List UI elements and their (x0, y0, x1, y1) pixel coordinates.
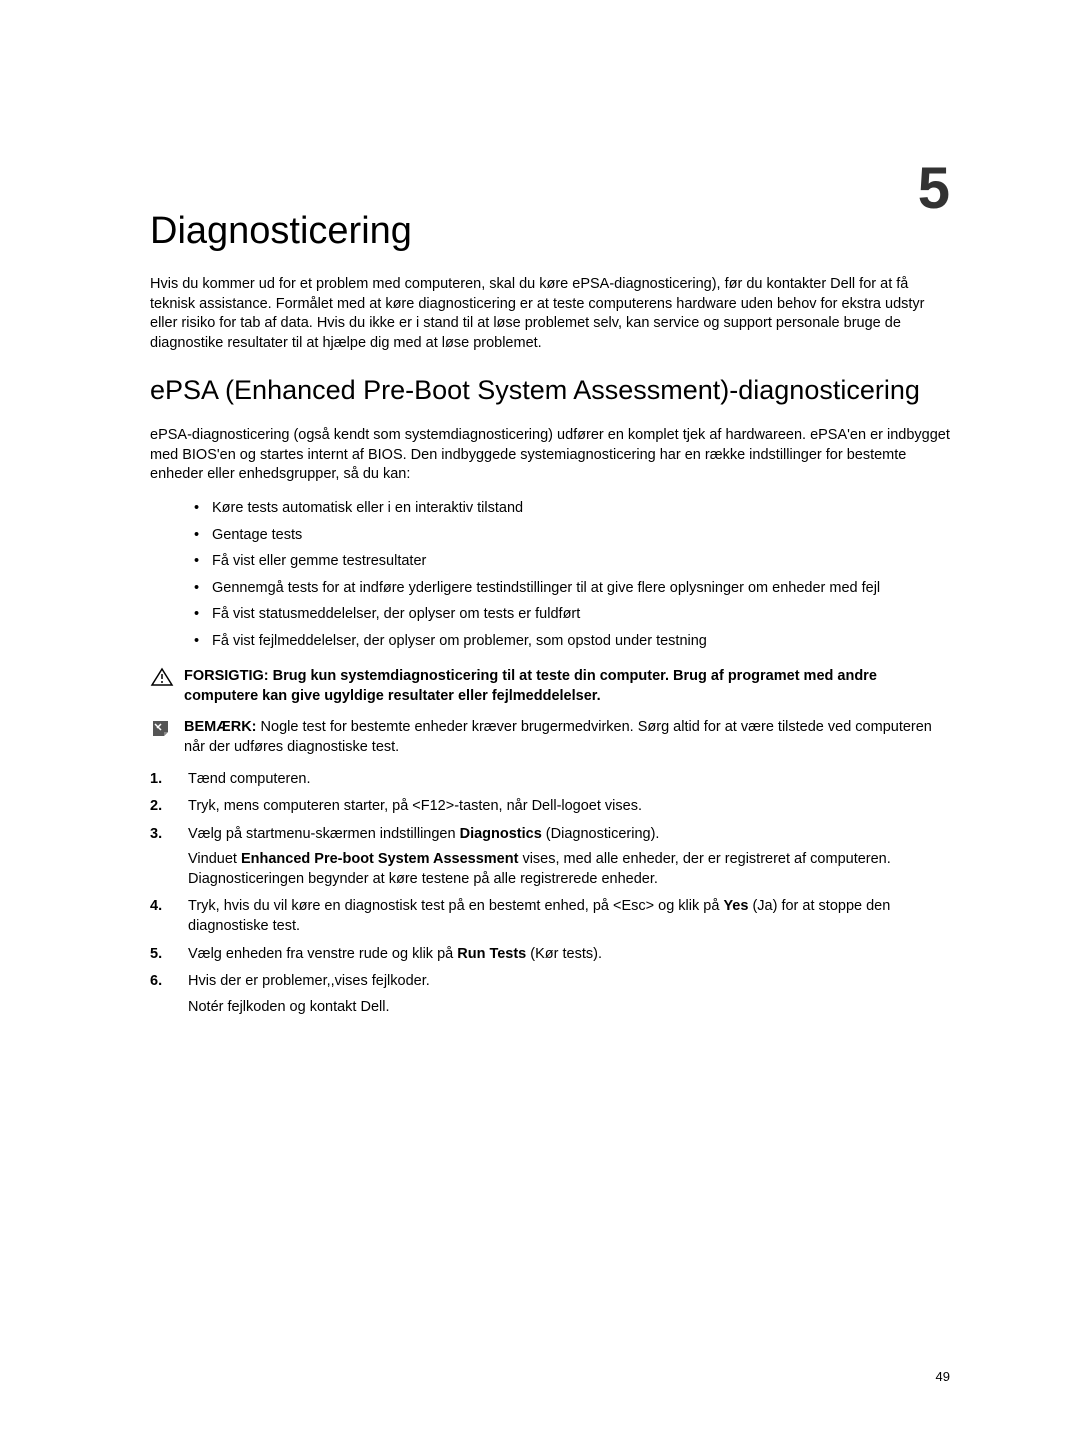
list-item: Gennemgå tests for at indføre yderligere… (194, 579, 950, 599)
step-item: Tryk, hvis du vil køre en diagnostisk te… (150, 897, 950, 936)
list-item: Få vist eller gemme testresultater (194, 552, 950, 572)
note-body: Nogle test for bestemte enheder kræver b… (184, 719, 932, 755)
section-paragraph: ePSA-diagnosticering (også kendt som sys… (150, 426, 950, 485)
intro-paragraph: Hvis du kommer ud for et problem med com… (150, 275, 950, 353)
chapter-title: Diagnosticering (150, 210, 950, 253)
step-text-bold: Yes (723, 898, 748, 914)
caution-callout: FORSIGTIG: Brug kun systemdiagnosticerin… (150, 667, 950, 706)
step-item: Hvis der er problemer,,vises fejlkoder. … (150, 972, 950, 1017)
step-text: Hvis der er problemer,,vises fejlkoder. (188, 973, 430, 989)
caution-text: FORSIGTIG: Brug kun systemdiagnosticerin… (184, 667, 950, 706)
step-text: Tænd computeren. (188, 771, 311, 787)
note-callout: BEMÆRK: Nogle test for bestemte enheder … (150, 718, 950, 757)
note-icon (150, 718, 174, 738)
step-item: Tænd computeren. (150, 770, 950, 790)
step-extra: Vinduet Enhanced Pre-boot System Assessm… (188, 850, 950, 889)
caution-body: Brug kun systemdiagnosticering til at te… (184, 668, 877, 704)
step-extra: Notér fejlkoden og kontakt Dell. (188, 998, 950, 1018)
caution-label: FORSIGTIG: (184, 668, 273, 684)
bullet-list: Køre tests automatisk eller i en interak… (150, 499, 950, 651)
note-label: BEMÆRK: (184, 719, 261, 735)
step-text-bold: Run Tests (457, 946, 526, 962)
step-item: Tryk, mens computeren starter, på <F12>-… (150, 797, 950, 817)
list-item: Gentage tests (194, 526, 950, 546)
section-title: ePSA (Enhanced Pre-Boot System Assessmen… (150, 375, 950, 406)
step-text-pre: Tryk, hvis du vil køre en diagnostisk te… (188, 898, 723, 914)
page-content: 5 Diagnosticering Hvis du kommer ud for … (0, 0, 1080, 1075)
chapter-number: 5 (918, 155, 950, 222)
step-extra-bold: Enhanced Pre-boot System Assessment (241, 851, 518, 867)
step-text-post: (Diagnosticering). (542, 826, 660, 842)
list-item: Få vist fejlmeddelelser, der oplyser om … (194, 632, 950, 652)
step-item: Vælg enheden fra venstre rude og klik på… (150, 945, 950, 965)
step-text-post: (Kør tests). (526, 946, 602, 962)
step-text-bold: Diagnostics (460, 826, 542, 842)
step-text-pre: Vælg på startmenu-skærmen indstillingen (188, 826, 460, 842)
numbered-list: Tænd computeren. Tryk, mens computeren s… (150, 770, 950, 1018)
list-item: Få vist statusmeddelelser, der oplyser o… (194, 605, 950, 625)
step-text-pre: Vælg enheden fra venstre rude og klik på (188, 946, 457, 962)
step-text: Tryk, mens computeren starter, på <F12>-… (188, 798, 642, 814)
caution-icon (150, 667, 174, 687)
note-text: BEMÆRK: Nogle test for bestemte enheder … (184, 718, 950, 757)
step-item: Vælg på startmenu-skærmen indstillingen … (150, 825, 950, 890)
page-number: 49 (936, 1369, 950, 1384)
list-item: Køre tests automatisk eller i en interak… (194, 499, 950, 519)
step-extra-pre: Vinduet (188, 851, 241, 867)
